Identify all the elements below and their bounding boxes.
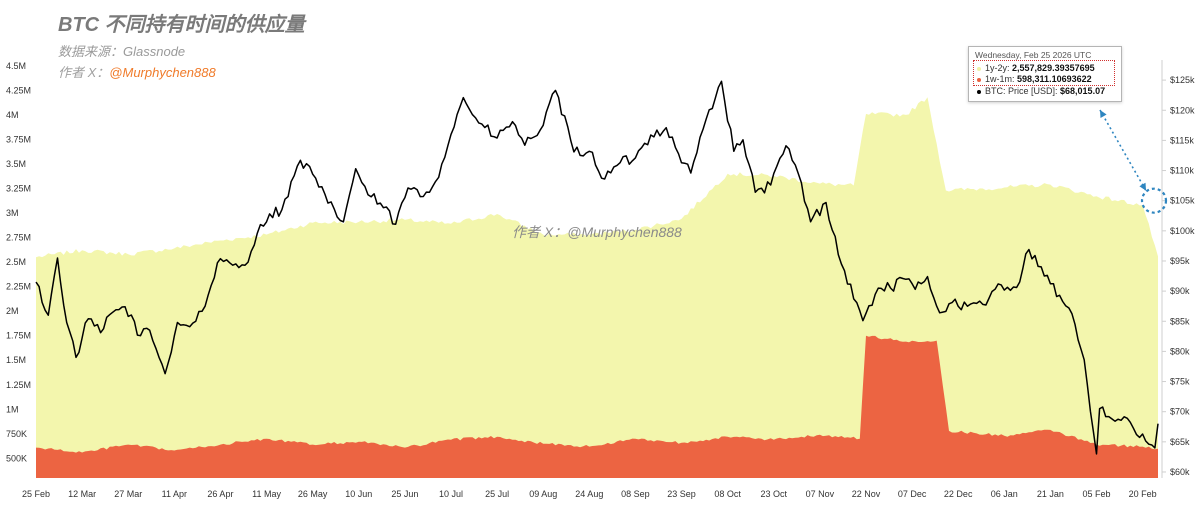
left-axis-tick-label: 2.5M bbox=[6, 257, 26, 267]
right-axis-tick-label: $120k bbox=[1170, 105, 1195, 115]
series-1w1m-marker bbox=[977, 77, 981, 82]
author-handle[interactable]: @Murphychen888 bbox=[109, 65, 216, 80]
right-axis-tick-label: $100k bbox=[1170, 226, 1195, 236]
x-axis-tick-label: 25 Jun bbox=[391, 489, 418, 499]
x-axis-tick-label: 12 Mar bbox=[68, 489, 96, 499]
x-axis-tick-label: 11 May bbox=[252, 489, 281, 499]
left-axis-tick-label: 3.25M bbox=[6, 183, 31, 193]
x-axis-tick-label: 09 Aug bbox=[529, 489, 557, 499]
x-axis-tick-label: 11 Apr bbox=[162, 489, 187, 499]
axes-layer: 500K 750K 1M 1.25M 1.5M 1.75M 2M 2.25M 2.5M 2.75M… bbox=[6, 60, 1195, 499]
annotation-arrow-head bbox=[1139, 182, 1146, 191]
right-axis-tick-label: $105k bbox=[1170, 196, 1195, 206]
left-axis-tick-label: 2.75M bbox=[6, 233, 31, 243]
left-axis-tick-label: 500K bbox=[6, 453, 27, 463]
right-axis-tick-label: $80k bbox=[1170, 346, 1190, 356]
left-axis-tick-label: 2.25M bbox=[6, 282, 31, 292]
right-axis-tick-label: $70k bbox=[1170, 407, 1190, 417]
author-credit: 作者 X：@Murphychen888 bbox=[58, 62, 216, 81]
right-axis-tick-label: $85k bbox=[1170, 316, 1190, 326]
left-axis-tick-label: 3M bbox=[6, 208, 19, 218]
x-axis-tick-label: 08 Sep bbox=[621, 489, 650, 499]
x-axis-tick-label: 05 Feb bbox=[1083, 489, 1111, 499]
x-axis-tick-label: 25 Feb bbox=[22, 489, 50, 499]
annotation-arrow-head bbox=[1100, 110, 1107, 118]
x-axis-tick-label: 23 Sep bbox=[667, 489, 696, 499]
hover-tooltip: Wednesday, Feb 25 2026 UTC 1y-2y: 2,557,… bbox=[968, 46, 1122, 102]
x-axis-tick-label: 07 Dec bbox=[898, 489, 927, 499]
x-axis-tick-label: 21 Jan bbox=[1037, 489, 1064, 499]
left-axis-tick-label: 1.75M bbox=[6, 331, 31, 341]
right-axis-tick-label: $110k bbox=[1170, 166, 1194, 176]
watermark: 作者 X：@Murphychen888 bbox=[512, 224, 682, 240]
right-axis-tick-label: $125k bbox=[1170, 75, 1195, 85]
left-axis-tick-label: 3.75M bbox=[6, 134, 31, 144]
tooltip-date: Wednesday, Feb 25 2026 UTC bbox=[975, 50, 1092, 60]
x-axis-tick-label: 26 Apr bbox=[207, 489, 233, 499]
left-axis-tick-label: 1.25M bbox=[6, 380, 31, 390]
x-axis-tick-label: 10 Jul bbox=[439, 489, 463, 499]
right-axis-tick-label: $115k bbox=[1170, 135, 1194, 145]
tooltip-row-price: BTC: Price [USD]: $68,015.07 bbox=[977, 86, 1105, 96]
left-axis-tick-label: 4M bbox=[6, 110, 19, 120]
right-axis-tick-label: $60k bbox=[1170, 467, 1190, 477]
price-layer bbox=[35, 80, 1159, 455]
x-axis-tick-label: 20 Feb bbox=[1129, 489, 1157, 499]
tooltip-row-1w1m: 1w-1m: 598,311.10693622 bbox=[977, 74, 1092, 84]
right-axis-tick-label: $90k bbox=[1170, 286, 1190, 296]
highlight-circle bbox=[1140, 187, 1168, 214]
x-axis-tick-label: 23 Oct bbox=[760, 489, 787, 499]
series-price-marker bbox=[977, 89, 981, 94]
area-1w1m bbox=[36, 335, 1158, 478]
left-axis-tick-label: 3.5M bbox=[6, 159, 26, 169]
x-axis-tick-label: 08 Oct bbox=[714, 489, 741, 499]
left-axis-tick-label: 2M bbox=[6, 306, 19, 316]
left-axis-tick-label: 750K bbox=[6, 429, 27, 439]
x-axis-tick-label: 22 Dec bbox=[944, 489, 973, 499]
btc-price-line bbox=[35, 80, 1159, 455]
x-axis-tick-label: 06 Jan bbox=[991, 489, 1018, 499]
left-axis-tick-label: 4.25M bbox=[6, 85, 31, 95]
area-layer bbox=[36, 97, 1158, 478]
series-1y2y-marker bbox=[977, 66, 981, 71]
annotation-layer bbox=[1099, 109, 1168, 214]
x-axis-tick-label: 24 Aug bbox=[575, 489, 603, 499]
left-axis-tick-label: 1M bbox=[6, 404, 19, 414]
tooltip-highlight-box bbox=[973, 60, 1115, 86]
area-1y2y bbox=[36, 97, 1158, 478]
x-axis-tick-label: 10 Jun bbox=[345, 489, 372, 499]
left-axis-tick-label: 4.5M bbox=[6, 61, 26, 71]
tooltip-row-1y2y: 1y-2y: 2,557,829.39357695 bbox=[977, 63, 1095, 73]
x-axis-tick-label: 27 Mar bbox=[114, 489, 142, 499]
right-axis-tick-label: $65k bbox=[1170, 437, 1190, 447]
x-axis-tick-label: 22 Nov bbox=[852, 489, 881, 499]
annotation-arrow-line bbox=[1099, 109, 1147, 192]
right-axis-tick-label: $75k bbox=[1170, 377, 1190, 387]
author-prefix: 作者 X： bbox=[58, 65, 110, 80]
left-axis-tick-label: 1.5M bbox=[6, 355, 26, 365]
chart-title: BTC 不同持有时间的供应量 bbox=[58, 14, 305, 36]
x-axis-tick-label: 26 May bbox=[298, 489, 328, 499]
data-source-label: 数据来源：Glassnode bbox=[58, 44, 186, 59]
x-axis-tick-label: 25 Jul bbox=[485, 489, 509, 499]
right-axis-tick-label: $95k bbox=[1170, 256, 1190, 266]
x-axis-tick-label: 07 Nov bbox=[806, 489, 835, 499]
